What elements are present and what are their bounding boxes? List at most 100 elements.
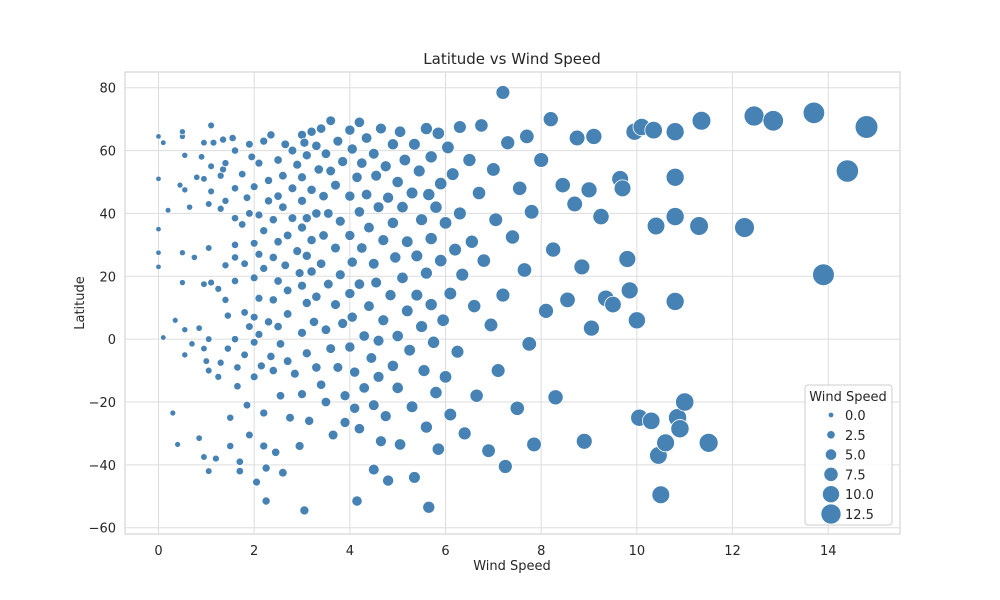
- data-point: [386, 359, 399, 372]
- data-point: [448, 242, 462, 257]
- data-point: [464, 234, 479, 249]
- data-point: [273, 276, 283, 286]
- data-point: [391, 175, 404, 189]
- data-point: [462, 153, 477, 167]
- data-point: [282, 230, 293, 241]
- data-point: [282, 356, 293, 366]
- data-point: [670, 419, 690, 439]
- data-point: [429, 200, 443, 214]
- data-point: [155, 263, 162, 271]
- data-point: [382, 474, 395, 487]
- data-point: [315, 258, 327, 269]
- data-point: [372, 334, 385, 347]
- x-axis-ticks: 0 2 4 6 8 10 12 14: [154, 544, 836, 559]
- data-point: [301, 213, 312, 224]
- data-point: [325, 165, 337, 177]
- legend-marker: [824, 448, 838, 461]
- data-point: [197, 153, 206, 161]
- data-point: [249, 182, 259, 192]
- data-point: [332, 135, 344, 147]
- data-point: [204, 335, 213, 343]
- data-point: [542, 111, 559, 128]
- data-point: [351, 171, 363, 183]
- data-point: [216, 358, 225, 367]
- data-point: [743, 105, 765, 127]
- data-point: [230, 240, 240, 249]
- data-point: [665, 122, 685, 142]
- data-point: [261, 463, 271, 473]
- data-point: [675, 392, 695, 412]
- data-point: [235, 466, 245, 476]
- data-point: [646, 216, 666, 236]
- data-point: [526, 436, 542, 453]
- data-point: [429, 386, 443, 400]
- data-point: [438, 216, 453, 230]
- data-point: [315, 379, 327, 390]
- data-point: [386, 216, 399, 229]
- data-point: [207, 278, 215, 287]
- data-point: [190, 253, 199, 262]
- data-point: [339, 416, 351, 428]
- data-point: [318, 190, 329, 202]
- data-point: [434, 253, 448, 268]
- data-point: [263, 175, 274, 185]
- data-point: [268, 252, 278, 263]
- data-point: [360, 132, 373, 144]
- data-point: [297, 389, 307, 400]
- data-point: [353, 278, 366, 290]
- data-point: [249, 273, 259, 283]
- data-point: [285, 412, 295, 423]
- data-point: [209, 138, 218, 147]
- data-point: [297, 280, 307, 291]
- data-point: [353, 423, 366, 435]
- data-point: [691, 110, 712, 131]
- data-point: [469, 388, 484, 403]
- data-point: [665, 291, 685, 311]
- data-point: [538, 302, 554, 319]
- data-point: [332, 362, 344, 373]
- data-point: [155, 249, 162, 256]
- data-point: [358, 382, 370, 394]
- data-point: [323, 278, 334, 290]
- data-point: [559, 291, 576, 309]
- data-point: [287, 213, 298, 223]
- data-point: [391, 329, 404, 343]
- data-point: [195, 324, 203, 332]
- data-point: [311, 291, 322, 302]
- data-point: [476, 253, 491, 268]
- data-point: [301, 150, 312, 161]
- x-tick-label: 6: [441, 544, 449, 559]
- data-point: [689, 216, 709, 236]
- data-point: [188, 340, 196, 348]
- data-point: [393, 438, 407, 451]
- data-point: [320, 324, 332, 335]
- data-point: [311, 362, 322, 373]
- data-point: [256, 361, 266, 371]
- data-point: [207, 187, 215, 196]
- data-point: [334, 269, 346, 281]
- data-point: [360, 188, 373, 201]
- x-tick-label: 10: [629, 544, 646, 559]
- data-point: [408, 137, 421, 151]
- data-point: [734, 217, 755, 238]
- data-point: [488, 212, 504, 228]
- data-point: [497, 459, 513, 474]
- data-point: [651, 485, 671, 505]
- data-point: [455, 267, 470, 282]
- data-point: [230, 335, 240, 344]
- data-point: [344, 124, 356, 136]
- data-point: [500, 135, 516, 151]
- data-point: [412, 164, 426, 178]
- data-point: [254, 330, 264, 339]
- data-point: [266, 351, 276, 361]
- x-tick-label: 12: [724, 544, 741, 559]
- data-point: [618, 250, 637, 268]
- data-point: [268, 215, 278, 225]
- data-point: [471, 185, 487, 201]
- data-point: [280, 139, 291, 150]
- data-point: [339, 390, 351, 402]
- data-point: [415, 213, 429, 227]
- data-point: [453, 206, 467, 221]
- data-point: [566, 195, 583, 213]
- data-point: [344, 190, 356, 202]
